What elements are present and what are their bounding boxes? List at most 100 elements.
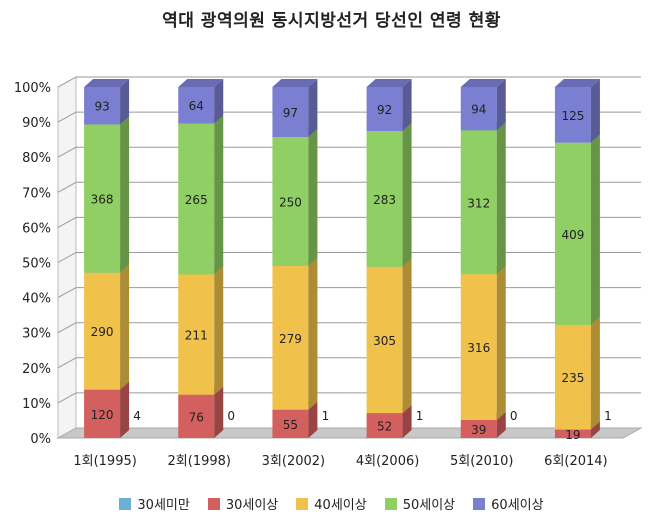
bar-segment-4-2-side — [402, 405, 412, 438]
legend-item: 30세이상 — [207, 494, 279, 513]
data-label: 211 — [185, 329, 208, 343]
bar-segment-5-3 — [460, 274, 497, 421]
bar-segment-4-5-side — [402, 79, 412, 132]
bar-segment-6-5 — [554, 87, 591, 143]
gridline-side — [57, 76, 77, 88]
bar-segment-5-5-side — [496, 79, 506, 131]
bar-segment-1-5 — [84, 87, 121, 125]
legend-item: 60세이상 — [473, 494, 544, 513]
data-label: 316 — [467, 341, 490, 355]
y-tick-label: 70% — [22, 186, 51, 201]
data-label: 55 — [283, 418, 298, 432]
gridline-side — [57, 111, 77, 123]
gridline-side — [57, 216, 77, 228]
legend-label: 30세미만 — [137, 498, 190, 513]
bar-segment-4-4-side — [402, 123, 412, 267]
data-label: 76 — [189, 410, 204, 424]
bar-segment-2-4 — [178, 123, 215, 275]
gridline-side — [57, 322, 77, 334]
bar-segment-5-3-side — [496, 266, 506, 421]
data-label: 97 — [283, 106, 298, 120]
bar-segment-4-3-side — [402, 258, 412, 414]
bar-segment-6-2-side — [590, 421, 600, 438]
bar-segment-4-5-top — [366, 79, 412, 87]
side-label: 4 — [133, 409, 141, 423]
bar-segment-3-2-side — [308, 401, 318, 438]
bar-segment-1-4 — [84, 124, 121, 273]
gridline-side — [57, 181, 77, 193]
side-label: 0 — [227, 409, 235, 423]
bar-segment-6-5-top — [554, 79, 600, 87]
gridline-side — [57, 146, 77, 158]
legend-label: 40세이상 — [314, 498, 367, 513]
data-label: 19 — [565, 428, 580, 442]
bar-segment-6-5-side — [590, 79, 600, 143]
bar-segment-2-5 — [178, 87, 215, 124]
y-tick-label: 80% — [22, 151, 51, 166]
bar-segment-4-3 — [366, 266, 403, 414]
data-label: 279 — [279, 332, 302, 346]
bar-segment-3-3 — [272, 265, 309, 410]
gridline-side — [57, 287, 77, 299]
data-label: 290 — [91, 325, 114, 339]
legend-label: 60세이상 — [491, 498, 544, 513]
legend-item: 40세이상 — [296, 494, 367, 513]
bar-segment-6-2 — [554, 429, 591, 438]
chart-legend: 30세미만 30세이상 40세이상 50세이상 60세이상 — [0, 494, 663, 513]
bar-segment-2-2 — [178, 394, 215, 438]
data-label: 250 — [279, 195, 302, 209]
side-label: 0 — [510, 409, 518, 423]
bar-segment-1-5-top — [84, 79, 130, 87]
bar-segment-2-5-top — [178, 79, 224, 87]
bar-segment-2-5-side — [214, 79, 224, 124]
data-label: 120 — [91, 408, 114, 422]
bar-segment-6-3 — [554, 324, 591, 430]
bar-segment-3-4-side — [308, 128, 318, 266]
bar-segment-2-2-side — [214, 386, 224, 438]
bar-segment-1-5-side — [120, 79, 130, 125]
side-label: 1 — [322, 409, 330, 423]
y-tick-label: 20% — [22, 362, 51, 377]
data-label: 409 — [561, 228, 584, 242]
bar-segment-3-5-side — [308, 79, 318, 137]
legend-swatch — [473, 497, 486, 510]
bar-segment-6-4 — [554, 142, 591, 325]
legend-swatch — [119, 497, 132, 510]
bar-segment-5-5 — [460, 87, 497, 131]
floor — [56, 427, 643, 439]
bar-segment-1-4-side — [120, 116, 130, 273]
x-tick-label: 3회(2002) — [262, 454, 325, 469]
bar-segment-3-2 — [272, 409, 309, 438]
data-label: 93 — [94, 100, 109, 114]
data-label: 39 — [471, 423, 486, 437]
bar-segment-6-4-side — [590, 134, 600, 325]
legend-label: 30세이상 — [225, 498, 279, 513]
bar-segment-1-3 — [84, 272, 121, 390]
chart-title: 역대 광역의원 동시지방선거 당선인 연령 현황 — [162, 11, 501, 31]
legend-item: 30세미만 — [119, 494, 190, 513]
bar-segment-1-2 — [84, 389, 121, 438]
gridline-side — [57, 392, 77, 404]
data-label: 283 — [373, 193, 396, 207]
bar-segment-4-4 — [366, 131, 403, 267]
bar-segment-4-5 — [366, 87, 403, 132]
data-label: 52 — [377, 420, 392, 434]
data-label: 125 — [561, 109, 584, 123]
x-tick-label: 4회(2006) — [356, 454, 419, 469]
bar-segment-3-3-side — [308, 257, 318, 410]
data-label: 92 — [377, 103, 392, 117]
bar-segment-3-4 — [272, 136, 309, 266]
y-tick-label: 90% — [22, 116, 51, 131]
x-tick-label: 2회(1998) — [168, 454, 231, 469]
side-label: 1 — [416, 409, 424, 423]
x-tick-label: 1회(1995) — [73, 454, 136, 469]
legend-swatch — [296, 497, 309, 510]
data-label: 235 — [561, 371, 584, 385]
y-tick-label: 60% — [22, 221, 51, 236]
bar-segment-2-3-side — [214, 266, 224, 395]
y-tick-label: 10% — [22, 397, 51, 412]
bar-segment-3-5 — [272, 87, 309, 137]
y-tick-label: 30% — [22, 327, 51, 342]
legend-swatch — [384, 497, 397, 510]
